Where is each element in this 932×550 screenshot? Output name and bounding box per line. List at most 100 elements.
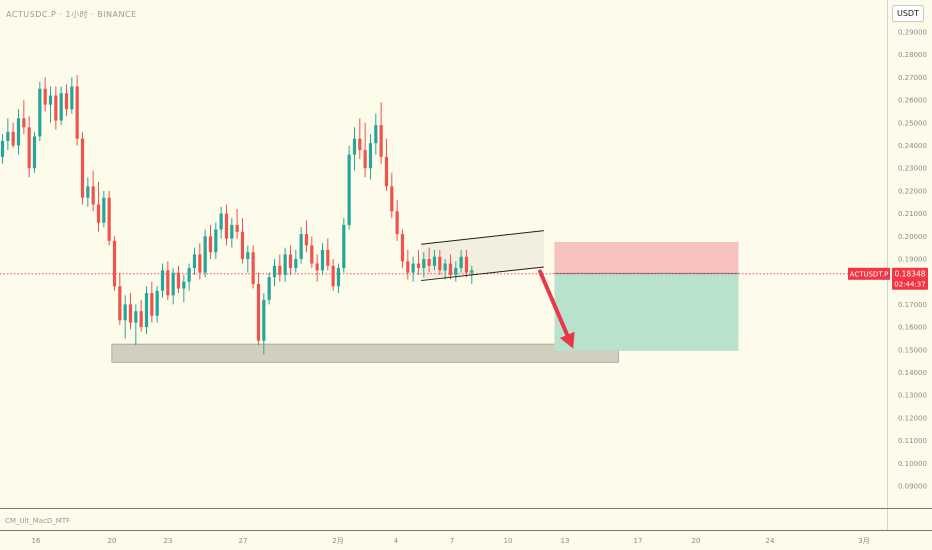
candle xyxy=(11,122,15,148)
candle-body xyxy=(406,261,410,273)
candle xyxy=(75,75,79,146)
candle-body xyxy=(16,118,21,146)
y-tick-label: 0.15000 xyxy=(898,346,927,354)
candle xyxy=(262,293,266,355)
candle xyxy=(464,249,469,278)
candle-body xyxy=(43,88,47,105)
candle-body xyxy=(395,211,399,235)
candle xyxy=(208,224,213,259)
candle xyxy=(43,77,47,112)
candle xyxy=(112,236,117,291)
x-tick-label: 10 xyxy=(504,537,513,545)
candle xyxy=(144,286,149,334)
candle xyxy=(390,172,394,219)
x-tick-label: 27 xyxy=(239,537,248,545)
y-tick-label: 0.26000 xyxy=(898,97,927,105)
trend-drawings xyxy=(421,230,575,349)
candle-body xyxy=(352,138,357,155)
candle xyxy=(267,272,271,305)
candle-body xyxy=(70,86,74,110)
x-tick-label: 17 xyxy=(634,537,643,545)
channel-upper-line xyxy=(421,230,544,245)
candle xyxy=(288,245,293,275)
candle xyxy=(6,118,10,151)
candle-body xyxy=(384,156,389,187)
candle-body xyxy=(11,131,15,146)
candle-body xyxy=(336,268,341,287)
candle-body xyxy=(432,256,437,266)
candle-body xyxy=(139,311,143,328)
candle-body xyxy=(22,118,26,128)
candle-body xyxy=(160,270,165,291)
candle xyxy=(38,81,42,141)
candle-body xyxy=(86,186,90,198)
y-tick-label: 0.19000 xyxy=(898,256,927,264)
candle-body xyxy=(219,213,223,230)
candle xyxy=(219,206,223,239)
candle-body xyxy=(38,88,42,137)
candle-body xyxy=(150,293,154,316)
candle xyxy=(192,247,197,275)
candle xyxy=(86,177,90,207)
candle xyxy=(438,249,442,275)
candle xyxy=(358,118,362,160)
candle xyxy=(443,259,447,280)
x-tick-label: 2月 xyxy=(332,537,343,545)
candle xyxy=(230,218,234,248)
candle xyxy=(27,115,31,178)
support-zone xyxy=(111,343,619,363)
y-tick-label: 0.28000 xyxy=(898,51,927,59)
candle-body xyxy=(198,254,202,273)
symbol-title[interactable]: ACTUSDC.P · 1小时 · BINANCE xyxy=(6,10,137,19)
x-tick-label: 3月 xyxy=(858,537,869,545)
candle-body xyxy=(283,254,287,275)
candle xyxy=(32,131,37,173)
candle-body xyxy=(112,240,117,287)
candle xyxy=(80,131,85,205)
candle xyxy=(342,218,346,273)
candle xyxy=(368,134,373,180)
candle xyxy=(171,268,175,305)
candle-body xyxy=(27,127,31,169)
candle xyxy=(448,254,453,280)
candle-body xyxy=(374,125,378,144)
candle-body xyxy=(240,231,245,259)
y-tick-label: 0.16000 xyxy=(898,324,927,332)
y-tick-label: 0.22000 xyxy=(898,187,927,195)
candle xyxy=(432,249,437,271)
candle xyxy=(70,77,74,114)
candle-body xyxy=(342,224,346,269)
candle xyxy=(395,199,399,241)
candle xyxy=(320,243,325,275)
candle xyxy=(251,245,255,289)
candle xyxy=(347,145,351,230)
candle-body xyxy=(448,263,453,275)
candle-body xyxy=(80,138,85,198)
x-tick-label: 13 xyxy=(561,537,570,545)
price-tag-countdown: 02:44:37 xyxy=(894,280,925,288)
y-tick-label: 0.20000 xyxy=(898,233,927,241)
candle-body xyxy=(331,265,335,287)
x-tick-label: 4 xyxy=(394,537,399,545)
candle xyxy=(294,249,298,273)
candle-body xyxy=(54,95,58,121)
candle xyxy=(160,263,165,298)
candle-body xyxy=(379,125,383,157)
candle-body xyxy=(203,236,207,273)
time-axis[interactable]: 16 20 23 27 2月 4 7 10 13 17 20 24 3月 xyxy=(32,537,870,545)
symbol-tag-bg xyxy=(848,267,890,280)
candle xyxy=(203,229,207,278)
candle xyxy=(16,109,21,155)
arrow-head xyxy=(559,331,575,349)
candle xyxy=(416,249,421,275)
candle-body xyxy=(363,150,367,169)
currency-button[interactable]: USDT xyxy=(892,5,924,22)
indicator-label[interactable]: CM_Ult_MacD_MTF xyxy=(5,517,71,525)
candle xyxy=(187,263,191,291)
x-tick-label: 16 xyxy=(32,537,41,545)
candle xyxy=(326,238,330,271)
candle xyxy=(91,170,95,212)
candle-body xyxy=(454,268,458,275)
price-axis[interactable]: 0.29000 0.28000 0.27000 0.26000 0.25000 0.240… xyxy=(898,29,927,491)
